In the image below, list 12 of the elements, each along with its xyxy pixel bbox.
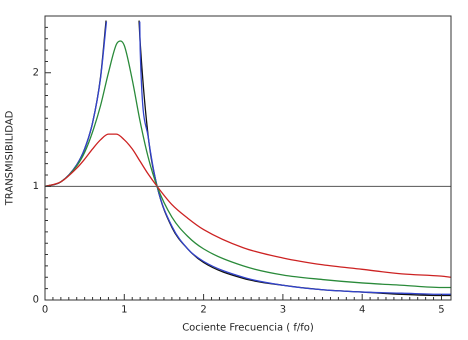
line-series bbox=[45, 133, 451, 278]
y-tick-label: 1 bbox=[32, 180, 39, 192]
x-tick-label: 5 bbox=[438, 304, 445, 316]
x-axis-title: Cociente Frecuencia ( f/fo) bbox=[182, 322, 314, 334]
x-tick-label: 0 bbox=[42, 304, 48, 316]
x-tick-label: 4 bbox=[359, 304, 366, 316]
x-tick-label: 1 bbox=[121, 304, 128, 316]
x-tick-label: 3 bbox=[280, 304, 286, 316]
y-axis-title: TRANSMISIBILIDAD bbox=[4, 110, 16, 206]
y-tick-label: 0 bbox=[32, 294, 39, 306]
x-tick-label: 2 bbox=[200, 304, 207, 316]
y-tick-label: 2 bbox=[32, 67, 39, 78]
